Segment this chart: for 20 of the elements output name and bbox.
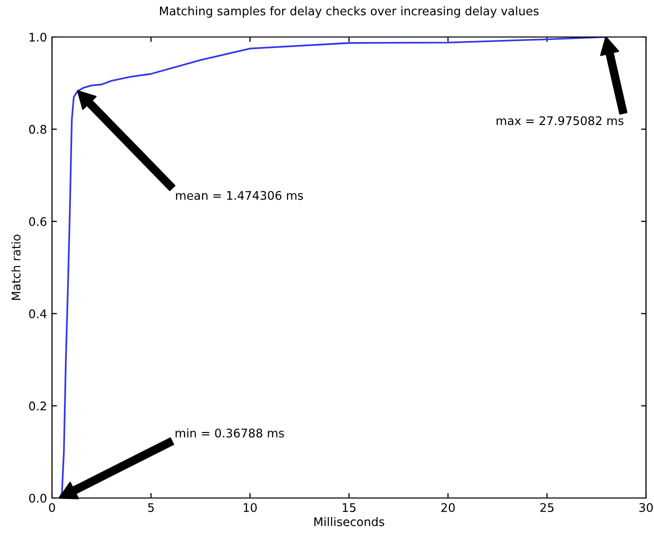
x-tick-label: 30 xyxy=(639,503,653,512)
line-series xyxy=(58,37,607,498)
annotation: min = 0.36788 ms xyxy=(176,428,284,438)
y-tick-label: 0.0 xyxy=(29,494,46,503)
x-tick-label: 0 xyxy=(49,503,55,512)
chart-title: Matching samples for delay checks over increasing delay values xyxy=(160,6,539,18)
x-tick-label: 20 xyxy=(441,503,455,512)
annotation: max = 27.975082 ms xyxy=(496,116,624,126)
y-tick-label: 0.4 xyxy=(29,309,46,318)
y-tick-label: 0.6 xyxy=(29,217,46,226)
annotation: mean = 1.474306 ms xyxy=(176,190,303,200)
y-tick-label: 0.2 xyxy=(29,402,46,410)
x-tick-label: 15 xyxy=(342,503,356,512)
y-tick-label: 1.0 xyxy=(30,32,46,42)
y-tick-label: 0.8 xyxy=(29,124,46,134)
x-tick-label: 10 xyxy=(244,503,257,512)
x-tick-label: 25 xyxy=(540,503,554,512)
x-tick-label: 5 xyxy=(148,503,154,512)
y-axis-title: Match ratio xyxy=(11,234,21,300)
x-axis-title: Milliseconds xyxy=(314,517,384,526)
